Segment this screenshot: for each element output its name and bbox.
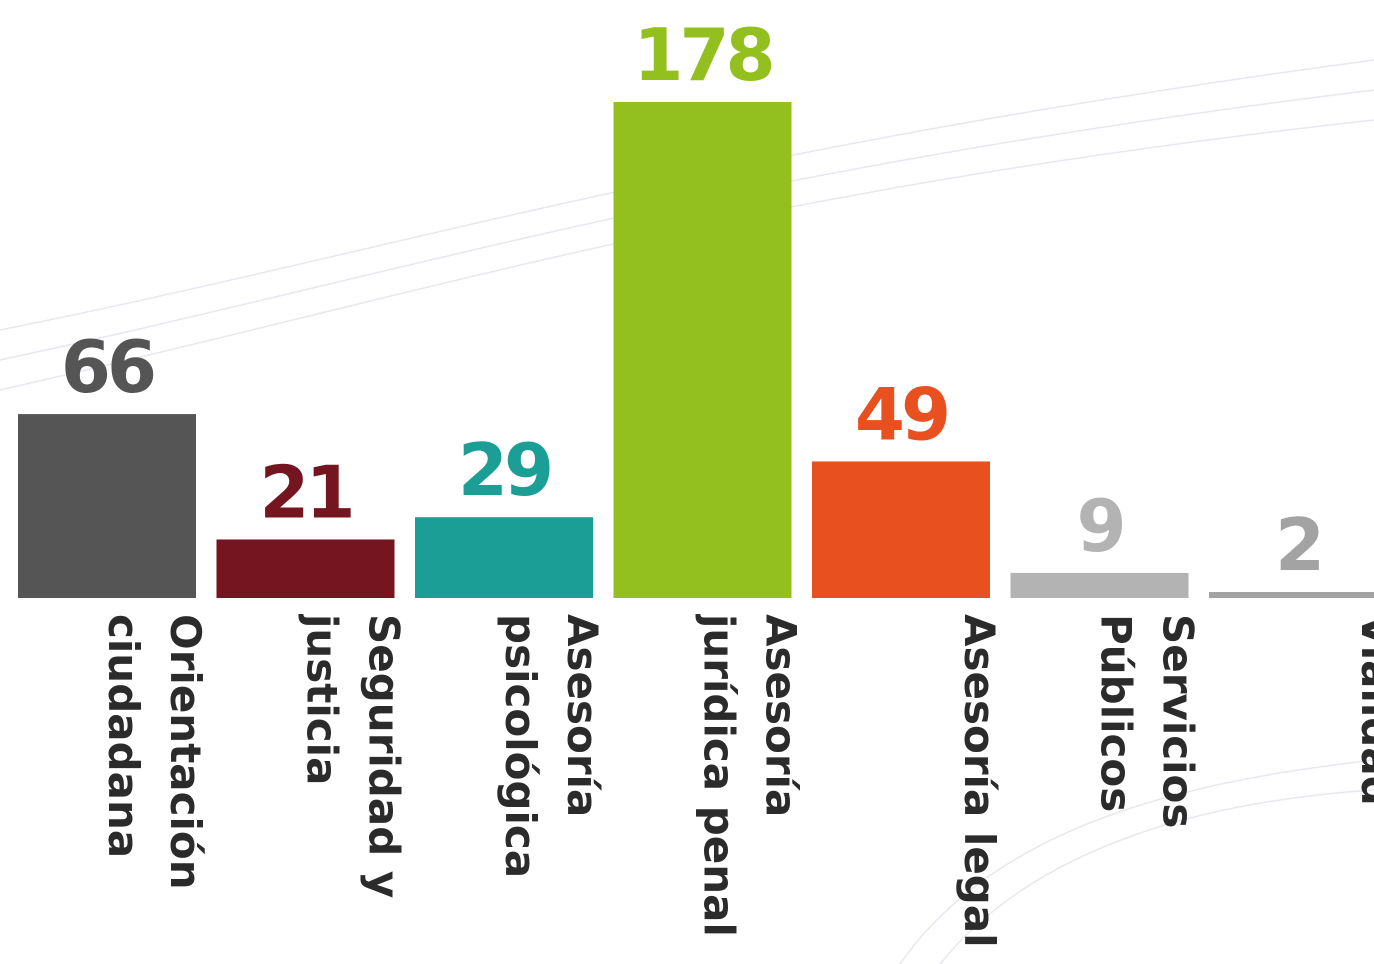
category-label: Seguridad y justicia: [297, 614, 409, 899]
category-label: Asesoría psicológica: [496, 614, 607, 879]
value-label: 2: [1275, 503, 1321, 587]
bar: [18, 414, 196, 598]
value-label: 21: [259, 450, 351, 534]
category-label: Servicios Públicos: [1091, 614, 1203, 829]
value-label: 66: [61, 325, 154, 409]
bar: [812, 461, 990, 598]
bar: [216, 539, 395, 598]
bar: [613, 102, 792, 598]
value-label: 29: [458, 428, 550, 512]
bar: [1010, 572, 1189, 598]
bar: [415, 517, 593, 598]
value-label: 49: [855, 372, 947, 456]
value-label: 9: [1076, 484, 1122, 568]
category-label: Orientación ciudadana: [99, 614, 210, 890]
category-label: Asesoría jurídica penal: [694, 614, 806, 937]
value-label: 178: [633, 13, 771, 97]
category-label: Asesoría legal: [955, 614, 1004, 948]
category-label: Vialidad: [1352, 614, 1374, 806]
bar: [1209, 592, 1374, 598]
